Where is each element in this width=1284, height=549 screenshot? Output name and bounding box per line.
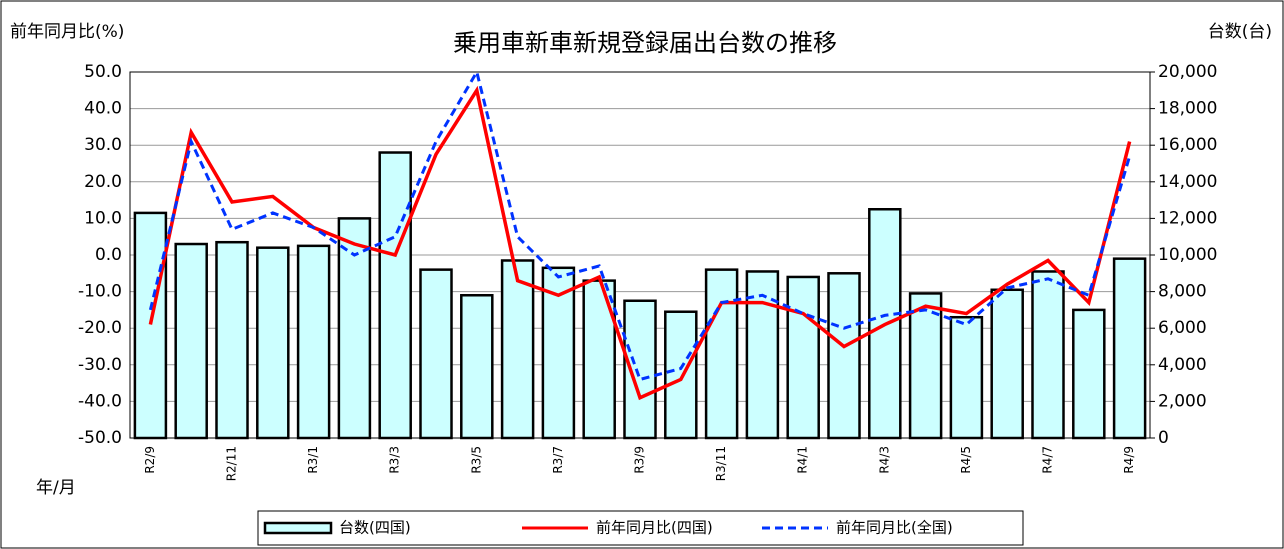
- x-tick-label: R4/9: [1122, 446, 1136, 474]
- bar: [664, 310, 698, 440]
- legend-swatch: [263, 521, 333, 535]
- y-tick-label: 50.0: [84, 62, 122, 82]
- bar: [296, 244, 331, 440]
- y-tick-label: 10.0: [84, 208, 122, 228]
- bar: [460, 294, 494, 440]
- bar: [174, 242, 208, 440]
- x-tick-label: R4/5: [959, 446, 973, 474]
- y-tick-label: 40.0: [84, 99, 122, 119]
- x-tick-label: R2/9: [143, 446, 157, 474]
- x-tick-label: R3/5: [469, 446, 483, 474]
- bar: [745, 270, 780, 440]
- bar: [1031, 270, 1065, 440]
- x-axis-title: 年/月: [36, 478, 76, 498]
- x-tick-label: R4/7: [1041, 446, 1055, 474]
- y2-tick-label: 20,000: [1158, 62, 1217, 82]
- bar: [949, 315, 984, 440]
- bar: [1112, 257, 1147, 440]
- legend-label: 台数(四国): [339, 519, 411, 537]
- x-tick-label: R3/9: [633, 446, 647, 474]
- y2-tick-label: 4,000: [1158, 355, 1207, 375]
- line-series: [148, 68, 1132, 382]
- y2-tick-label: 18,000: [1158, 99, 1217, 119]
- legend-label: 前年同月比(四国): [596, 519, 713, 537]
- x-tick-label: R3/7: [551, 446, 565, 474]
- y-axis-title: 前年同月比(%): [10, 22, 124, 42]
- y-tick-label: -10.0: [78, 282, 122, 302]
- y-tick-label: -40.0: [78, 391, 122, 411]
- x-tick-label: R3/3: [388, 446, 402, 474]
- bar: [133, 211, 168, 440]
- x-tick-label: R3/1: [306, 446, 320, 474]
- y-tick-label: 30.0: [84, 135, 122, 155]
- y2-tick-label: 2,000: [1158, 391, 1207, 411]
- bar: [378, 151, 412, 440]
- y2-tick-label: 12,000: [1158, 208, 1217, 228]
- chart-title: 乗用車新車新規登録届出台数の推移: [453, 29, 837, 57]
- bar: [786, 275, 820, 440]
- y2-tick-label: 6,000: [1158, 318, 1207, 338]
- y2-axis-title: 台数(台): [1208, 22, 1272, 42]
- x-tick-label: R2/11: [225, 446, 239, 481]
- bar: [500, 259, 535, 440]
- legend-label: 前年同月比(全国): [836, 519, 953, 537]
- y2-tick-label: 14,000: [1158, 172, 1217, 192]
- y-tick-label: 20.0: [84, 172, 122, 192]
- plot-frame: [129, 71, 1151, 439]
- x-tick-label: R4/3: [877, 446, 891, 474]
- y-tick-label: -30.0: [78, 355, 122, 375]
- y2-tick-label: 16,000: [1158, 135, 1217, 155]
- bar: [419, 268, 453, 440]
- y-tick-label: 0.0: [95, 245, 122, 265]
- bar: [256, 246, 290, 440]
- y-tick-label: -50.0: [78, 428, 122, 448]
- y-tick-label: -20.0: [78, 318, 122, 338]
- bar: [1072, 308, 1106, 440]
- bar: [541, 266, 576, 440]
- y2-tick-label: 8,000: [1158, 282, 1207, 302]
- x-tick-label: R3/11: [714, 446, 728, 481]
- legend-box: [257, 510, 1024, 546]
- y2-tick-label: 10,000: [1158, 245, 1217, 265]
- x-tick-label: R4/1: [796, 446, 810, 474]
- y2-tick-label: 0: [1158, 428, 1169, 448]
- bar: [827, 272, 861, 440]
- bar: [990, 288, 1024, 440]
- bar: [704, 268, 739, 440]
- bar: [215, 240, 249, 440]
